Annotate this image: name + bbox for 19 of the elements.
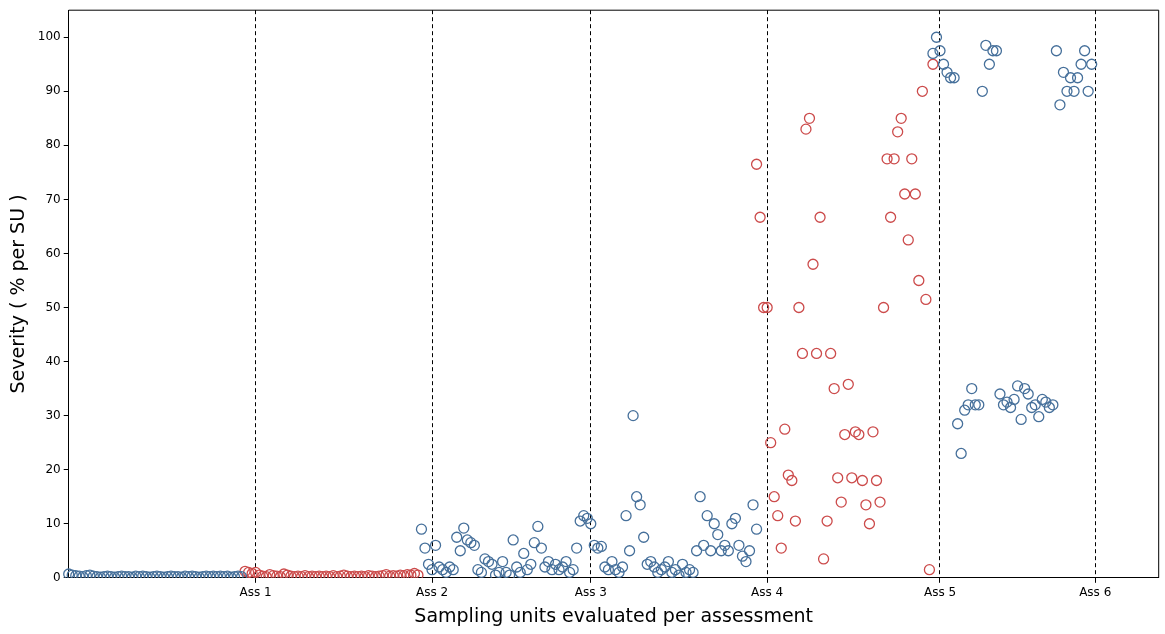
x-axis-title: Sampling units evaluated per assessment [414, 603, 814, 626]
y-tick-label: 30 [45, 407, 61, 422]
x-tick-label: Ass 3 [574, 585, 607, 600]
x-tick-label: Ass 4 [751, 585, 784, 600]
y-tick-label: 20 [45, 461, 61, 476]
y-tick-label: 100 [37, 29, 61, 44]
y-tick-label: 0 [53, 569, 61, 584]
x-tick-label: Ass 6 [1079, 585, 1112, 600]
y-tick-label: 40 [45, 353, 61, 368]
y-tick-label: 50 [45, 299, 61, 314]
x-tick-label: Ass 2 [415, 585, 449, 600]
y-tick-label: 60 [45, 245, 61, 260]
x-tick-label: Ass 1 [239, 585, 272, 600]
y-tick-label: 90 [45, 83, 61, 98]
y-tick-label: 10 [45, 515, 61, 530]
y-tick-label: 80 [45, 137, 61, 152]
y-axis-title: Severity ( % per SU ) [6, 194, 29, 394]
x-tick-label: Ass 5 [923, 585, 957, 600]
y-tick-label: 70 [45, 191, 61, 206]
